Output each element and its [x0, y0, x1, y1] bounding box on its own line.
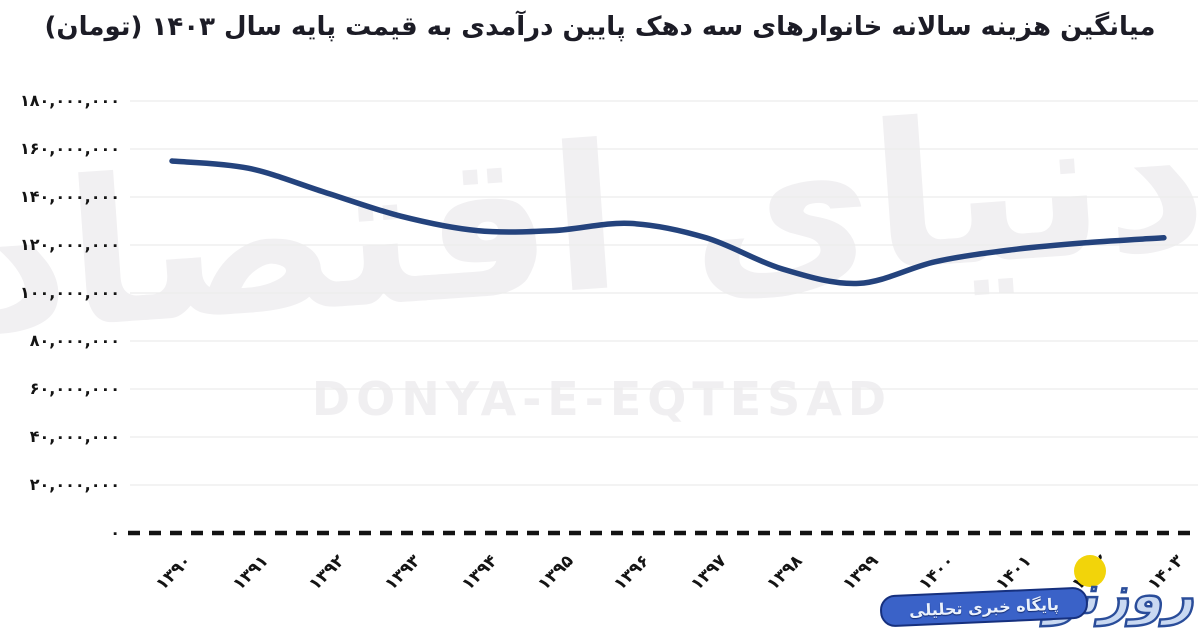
- y-axis-tick-label: ۴۰,۰۰۰,۰۰۰: [29, 427, 120, 446]
- logo-yellow-circle-icon: [1074, 555, 1106, 587]
- expense-line-series: [169, 158, 1167, 287]
- y-axis-tick-label: ۰: [110, 523, 120, 542]
- y-axis-tick-label: ۱۰۰,۰۰۰,۰۰۰: [19, 283, 120, 302]
- logo-mark: روزنو: [1041, 547, 1200, 633]
- chart-title: میانگین هزینه سالانه خانوارهای سه دهک پا…: [44, 12, 1156, 42]
- y-axis-tick-label: ۱۲۰,۰۰۰,۰۰۰: [19, 235, 120, 254]
- y-axis-tick-label: ۲۰,۰۰۰,۰۰۰: [29, 475, 120, 494]
- y-axis-tick-label: ۱۸۰,۰۰۰,۰۰۰: [19, 91, 120, 110]
- y-axis-tick-label: ۱۴۰,۰۰۰,۰۰۰: [19, 187, 120, 206]
- y-axis-tick-label: ۸۰,۰۰۰,۰۰۰: [29, 331, 120, 350]
- donya-e-eqtesad-watermark: DONYA-E-EQTESAD: [311, 372, 893, 426]
- logo-tagline-text: پایگاه خبری تحلیلی: [908, 594, 1060, 620]
- site-logo[interactable]: پایگاه خبری تحلیلی روزنو: [879, 541, 1200, 633]
- y-axis-tick-label: ۱۶۰,۰۰۰,۰۰۰: [19, 139, 120, 158]
- y-axis-tick-label: ۶۰,۰۰۰,۰۰۰: [29, 379, 120, 398]
